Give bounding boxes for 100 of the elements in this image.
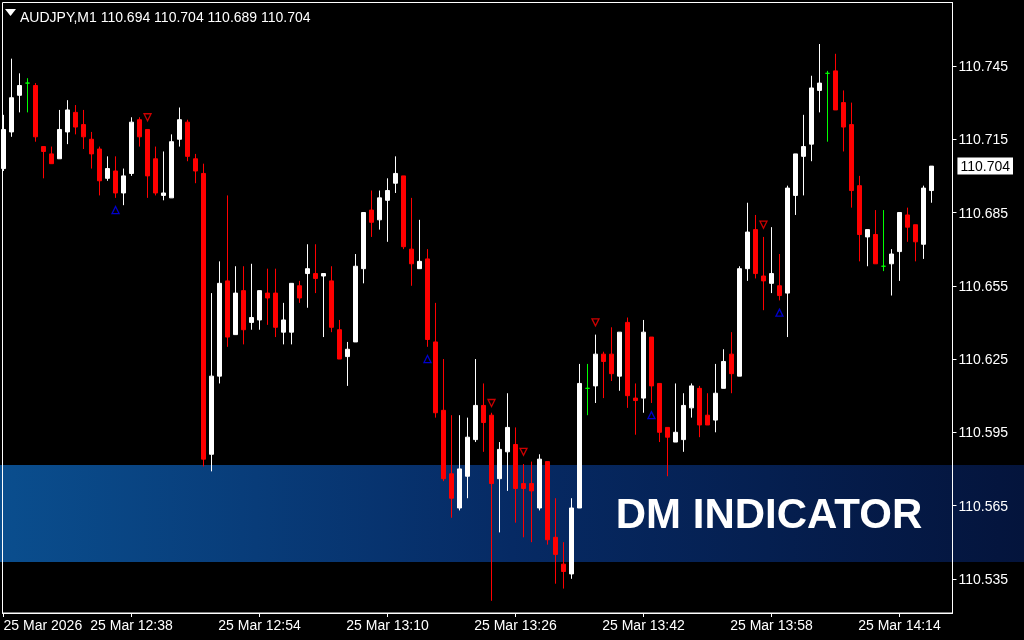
- candlestick: [129, 116, 134, 177]
- candlestick: [337, 319, 342, 360]
- candlestick: [657, 382, 662, 443]
- text: AUDJPY,M1 110.694 110.704 110.689 110.704: [20, 9, 311, 25]
- candlestick: [569, 497, 574, 580]
- candlestick: [385, 177, 390, 243]
- candlestick: [833, 53, 838, 111]
- candlestick: [873, 209, 878, 265]
- candlestick: [233, 265, 238, 336]
- x-tick-label: 25 Mar 12:54: [218, 617, 301, 633]
- y-tick-label: 110.685: [958, 204, 1009, 221]
- candlestick: [921, 185, 926, 260]
- candlestick: [417, 219, 422, 270]
- candlestick: [553, 497, 558, 585]
- candlestick: [113, 155, 118, 199]
- point: [111, 205, 120, 215]
- candlestick: [409, 197, 414, 287]
- candlestick: [441, 358, 446, 482]
- y-tick-label: 110.535: [958, 570, 1009, 587]
- candlestick: [593, 334, 598, 404]
- candlestick: [769, 226, 774, 294]
- candlestick: [609, 326, 614, 382]
- point: [775, 308, 784, 317]
- candlestick: [57, 109, 62, 160]
- candlestick: [73, 104, 78, 135]
- candlestick: [505, 392, 510, 492]
- candlestick: [97, 146, 102, 196]
- candlestick: [81, 109, 86, 150]
- candlestick: [777, 253, 782, 301]
- candlestick: [481, 382, 486, 453]
- candlestick: [289, 282, 294, 345]
- point: [519, 447, 528, 456]
- candlestick: [345, 341, 350, 387]
- candlestick: [561, 541, 566, 590]
- x-tick-label: 25 Mar 13:42: [602, 617, 685, 633]
- candlestick: [369, 190, 374, 238]
- candlestick: [25, 77, 30, 113]
- candlestick: [641, 319, 646, 414]
- candlestick: [9, 58, 14, 138]
- candlestick: [185, 119, 190, 162]
- candlestick: [529, 461, 534, 543]
- candlestick: [857, 175, 862, 262]
- candlestick: [689, 382, 694, 419]
- y-tick-label: 110.565: [958, 497, 1009, 514]
- candlestick: [49, 146, 54, 165]
- candlestick: [849, 102, 854, 209]
- candlestick: [753, 214, 758, 279]
- candlestick: [841, 89, 846, 152]
- candlestick: [673, 382, 678, 443]
- candlestick: [457, 414, 462, 511]
- candlestick: [545, 461, 550, 546]
- candlestick: [177, 107, 182, 148]
- candlestick: [153, 146, 158, 196]
- candlestick: [105, 155, 110, 182]
- candlestick: [401, 175, 406, 250]
- candlestick: [377, 190, 382, 231]
- candlestick: [761, 236, 766, 311]
- candlestick: [209, 292, 214, 472]
- candlestick: [305, 243, 310, 309]
- x-tick-label: 25 Mar 12:38: [90, 617, 174, 633]
- candlestick: [201, 163, 206, 467]
- candlestick: [665, 426, 670, 477]
- y-tick-label: 110.745: [958, 57, 1009, 74]
- x-tick-label: 25 Mar 13:10: [346, 617, 429, 633]
- candlestick: [729, 331, 734, 394]
- candlestick: [313, 243, 318, 294]
- candlestick: [425, 248, 430, 348]
- candlestick: [433, 302, 438, 419]
- candlestick: [881, 209, 886, 272]
- candlestick: [649, 336, 654, 404]
- candlestick: [905, 207, 910, 243]
- candlestick: [705, 392, 710, 426]
- candlestick: [865, 229, 870, 267]
- candlestick: [41, 146, 46, 179]
- candlestick: [393, 155, 398, 194]
- candlestick: [121, 168, 126, 206]
- candlestick: [217, 260, 222, 384]
- candlestick: [321, 273, 326, 338]
- point: [487, 398, 496, 408]
- candlestick: [489, 412, 494, 602]
- candlestick: [89, 131, 94, 170]
- candlestick: [241, 265, 246, 345]
- candlestick: [697, 385, 702, 438]
- candlestick: [65, 99, 70, 145]
- point: [759, 220, 768, 229]
- candlestick: [913, 224, 918, 262]
- candlestick: [713, 363, 718, 433]
- point: [143, 113, 152, 122]
- candlestick: [265, 268, 270, 326]
- candlestick: [297, 280, 302, 304]
- candlestick: [809, 75, 814, 162]
- candlestick: [353, 253, 358, 343]
- candlestick: [497, 441, 502, 533]
- candlestick: [281, 302, 286, 345]
- y-tick-label: 110.595: [958, 424, 1009, 441]
- candlestick: [465, 417, 470, 499]
- candlestick: [329, 265, 334, 333]
- candlestick: [449, 414, 454, 519]
- candlestick: [929, 165, 934, 204]
- candlestick: [721, 348, 726, 389]
